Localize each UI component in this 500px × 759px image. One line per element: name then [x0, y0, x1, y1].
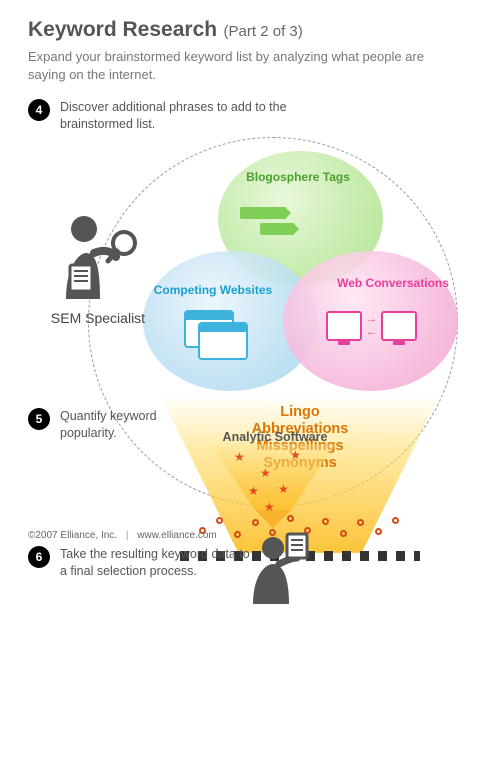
page-title: Keyword Research (Part 2 of 3)	[28, 18, 472, 42]
monitor-icon	[326, 311, 362, 341]
sem-specialist: SEM Specialist	[38, 207, 158, 326]
person-magnifier-icon	[50, 207, 146, 303]
step-4-badge: 4	[28, 99, 50, 121]
footer-copyright: ©2007 Elliance, Inc.	[28, 530, 117, 541]
funnel-bottom: ★ ★ ★ ★ ★ ★	[198, 444, 348, 528]
step-6-text: Take the resulting keyword data to a fin…	[60, 546, 250, 580]
venn-label-web-conv: Web Conversations	[328, 276, 458, 290]
step-4-text: Discover additional phrases to add to th…	[60, 99, 300, 133]
monitor-icons: →←	[326, 311, 417, 341]
step-5-badge: 5	[28, 408, 50, 430]
step-6: 6 Take the resulting keyword data to a f…	[28, 546, 250, 580]
step-5-text: Quantify keyword popularity.	[60, 408, 190, 442]
venn-label-blogosphere: Blogosphere Tags	[233, 170, 363, 184]
browser-icon	[198, 322, 248, 360]
exchange-arrows-icon: →←	[366, 314, 377, 338]
step-4: 4 Discover additional phrases to add to …	[28, 99, 472, 133]
footer-url: www.elliance.com	[137, 530, 216, 541]
analytic-software-label: Analytic Software	[190, 430, 360, 444]
page-subtitle: Expand your brainstormed keyword list by…	[28, 48, 448, 83]
tag-icon	[260, 223, 294, 235]
reader-person	[243, 528, 313, 609]
footer: ©2007 Elliance, Inc. | www.elliance.com	[28, 530, 217, 541]
tag-icon	[240, 207, 286, 219]
sem-specialist-label: SEM Specialist	[38, 310, 158, 326]
monitor-icon	[381, 311, 417, 341]
title-part: (Part 2 of 3)	[224, 23, 303, 40]
person-reading-icon	[243, 528, 313, 604]
title-main: Keyword Research	[28, 18, 217, 41]
step-6-badge: 6	[28, 546, 50, 568]
venn-label-competing: Competing Websites	[148, 283, 278, 297]
funnel-term: Lingo	[160, 404, 440, 420]
step-5: 5 Quantify keyword popularity.	[28, 408, 190, 442]
